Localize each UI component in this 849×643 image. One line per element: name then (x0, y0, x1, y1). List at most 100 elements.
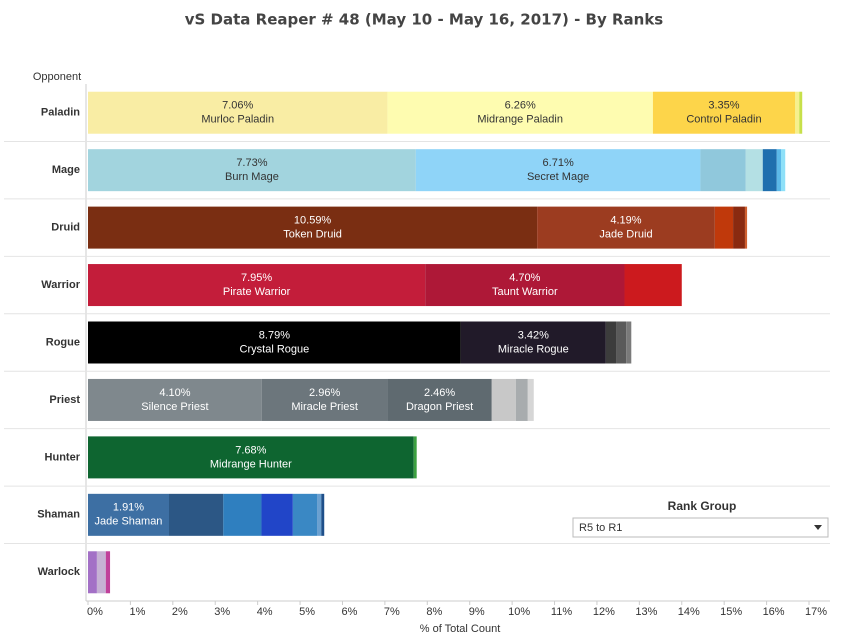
segment-name: Crystal Rogue (240, 343, 310, 355)
category-label: Paladin (41, 107, 80, 119)
bar-segment (292, 493, 318, 536)
bar-segment (88, 551, 97, 594)
category-label: Shaman (37, 509, 80, 521)
bar-segment (537, 206, 715, 249)
bar-segment (88, 378, 262, 421)
filter-title: Rank Group (668, 499, 737, 513)
category-label: Rogue (46, 336, 80, 348)
segment-name: Jade Druid (599, 229, 652, 241)
category-label: Druid (51, 222, 80, 234)
segment-name: Midrange Hunter (210, 458, 292, 470)
bar-segment (762, 149, 777, 192)
bar-segment (223, 493, 262, 536)
value-label: 3.35% (708, 100, 739, 112)
category-label: Warlock (38, 566, 81, 578)
chart-title: vS Data Reaper # 48 (May 10 - May 16, 20… (185, 11, 664, 29)
x-tick-label: 0% (87, 606, 103, 618)
dropdown-arrow[interactable] (814, 525, 822, 530)
bar-segment (88, 264, 426, 307)
x-tick-label: 10% (508, 606, 530, 618)
value-label: 2.96% (309, 387, 340, 399)
x-tick-label: 6% (342, 606, 358, 618)
row-header: Opponent (33, 71, 81, 83)
rank-group-filter[interactable]: Rank Group R5 to R1 (572, 499, 829, 538)
x-tick-label: 15% (720, 606, 742, 618)
bar-segment (745, 149, 763, 192)
dropdown-value[interactable]: R5 to R1 (579, 522, 622, 534)
bar-segment (387, 378, 492, 421)
x-tick-label: 13% (635, 606, 657, 618)
segment-name: Jade Shaman (95, 516, 163, 528)
value-label: 6.71% (543, 157, 574, 169)
x-axis-title: % of Total Count (420, 623, 501, 635)
segment-name: Silence Priest (141, 401, 208, 413)
bar-segment (460, 321, 606, 364)
category-label: Priest (49, 394, 80, 406)
bar-segment (88, 321, 461, 364)
bar-segment (413, 436, 417, 479)
bar-segment (425, 264, 625, 307)
segment-name: Taunt Warrior (492, 286, 558, 298)
value-label: 7.68% (235, 444, 266, 456)
segment-name: Midrange Paladin (477, 114, 563, 126)
bar-segment (88, 149, 416, 192)
x-tick-label: 14% (678, 606, 700, 618)
category-label: Hunter (45, 451, 81, 463)
bar-segment (776, 149, 782, 192)
x-tick-label: 3% (214, 606, 230, 618)
bar-segment (88, 91, 388, 134)
value-label: 7.95% (241, 272, 272, 284)
dropdown[interactable] (572, 517, 829, 538)
segment-name: Dragon Priest (406, 401, 473, 413)
bar-segment (415, 149, 701, 192)
value-label: 8.79% (259, 329, 290, 341)
bar-segment (88, 206, 538, 249)
bar-segment (261, 378, 388, 421)
segment-name: Token Druid (283, 229, 342, 241)
x-tick-label: 9% (469, 606, 485, 618)
x-tick-label: 11% (551, 606, 572, 618)
bar-segment (317, 493, 322, 536)
bar-segment (96, 551, 106, 594)
bar-segment (515, 378, 528, 421)
bar-segment (795, 91, 800, 134)
bar-segment (700, 149, 746, 192)
segment-name: Murloc Paladin (201, 114, 274, 126)
bar-segment (733, 206, 745, 249)
x-tick-label: 5% (299, 606, 315, 618)
bar-segment (781, 149, 786, 192)
x-tick-label: 8% (426, 606, 442, 618)
category-label: Warrior (41, 279, 80, 291)
value-label: 3.42% (518, 329, 549, 341)
bar-segment (88, 493, 170, 536)
x-tick-label: 1% (129, 606, 145, 618)
x-tick-label: 2% (172, 606, 188, 618)
x-tick-label: 12% (593, 606, 615, 618)
bar-segment (387, 91, 653, 134)
value-label: 10.59% (294, 215, 332, 227)
bar-segment (799, 91, 803, 134)
value-label: 6.26% (505, 100, 536, 112)
x-tick-label: 4% (257, 606, 273, 618)
bar-segment (88, 436, 414, 479)
bar-segment (605, 321, 617, 364)
bar-segment (105, 551, 111, 594)
segment-name: Control Paladin (686, 114, 761, 126)
value-label: 4.10% (159, 387, 190, 399)
segment-name: Pirate Warrior (223, 286, 291, 298)
bar-segment (491, 378, 516, 421)
category-label: Mage (52, 164, 80, 176)
segment-name: Burn Mage (225, 171, 279, 183)
value-label: 4.19% (610, 215, 641, 227)
x-tick-label: 17% (805, 606, 827, 618)
bar-segment (744, 206, 748, 249)
x-tick-label: 7% (384, 606, 400, 618)
segment-name: Secret Mage (527, 171, 589, 183)
bar-segment (652, 91, 796, 134)
bar-segment (321, 493, 325, 536)
bar-segment (714, 206, 734, 249)
bar-segment (624, 264, 682, 307)
bar-segment (626, 321, 632, 364)
x-tick-label: 16% (763, 606, 785, 618)
